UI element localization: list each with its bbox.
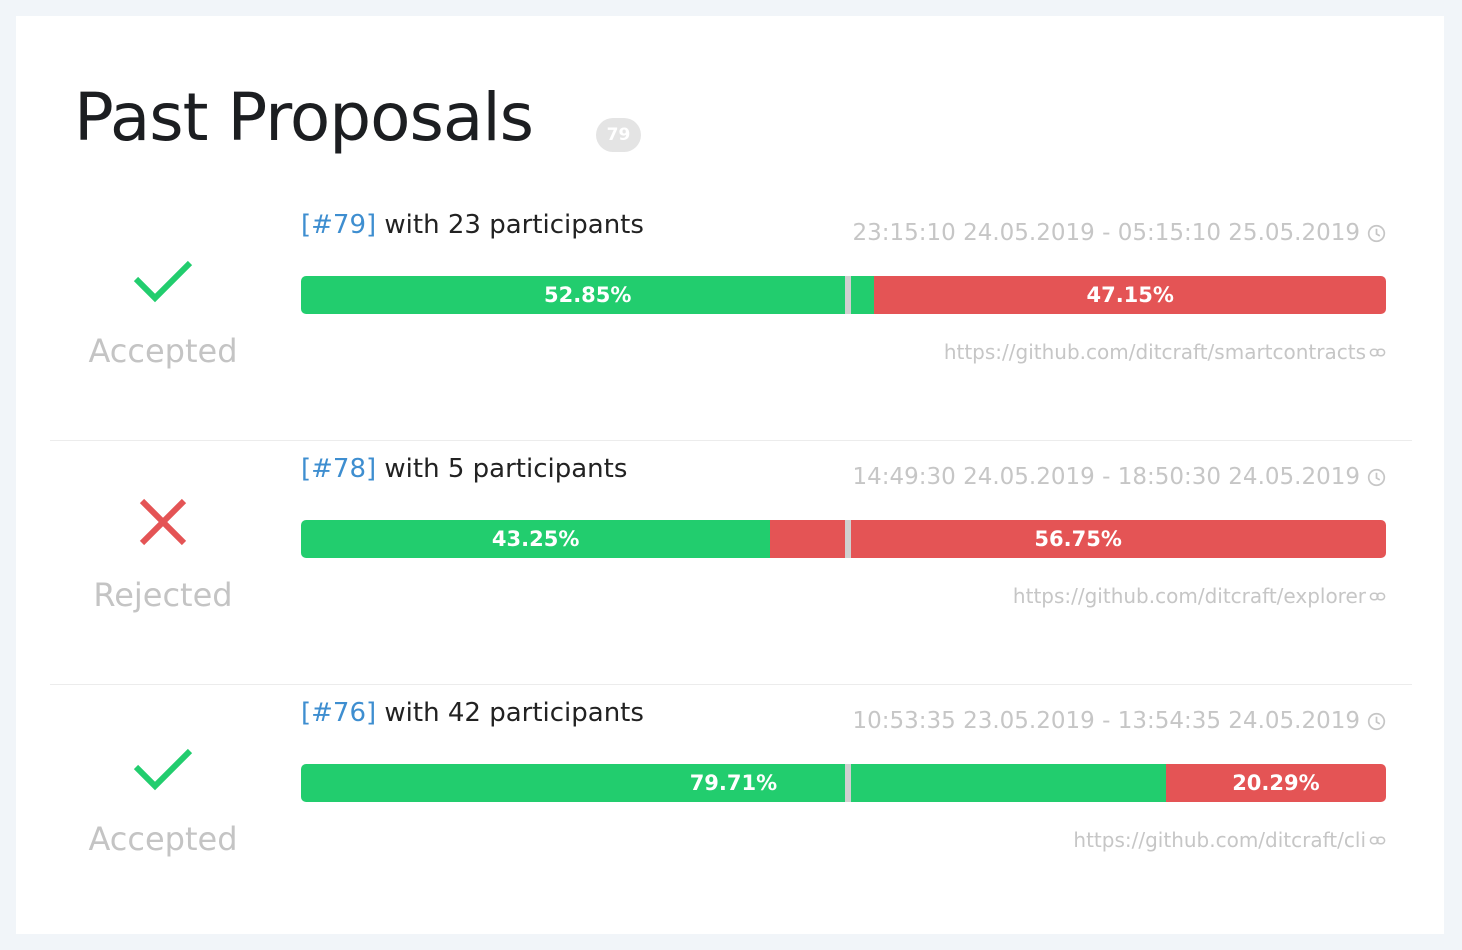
clock-icon bbox=[1367, 712, 1386, 730]
vote-no-segment: 20.29% bbox=[1165, 764, 1386, 802]
checkmark-icon bbox=[133, 260, 193, 303]
proposal-row: Accepted [#79] with 23 participants 23:1… bbox=[50, 196, 1412, 441]
vote-no-segment: 47.15% bbox=[874, 276, 1386, 314]
status-label: Rejected bbox=[93, 576, 233, 614]
repository-link-text[interactable]: https://github.com/ditcraft/cli bbox=[1073, 828, 1366, 852]
proposal-id-link[interactable]: [#78] bbox=[301, 454, 377, 484]
vote-bar: 79.71% 20.29% bbox=[301, 764, 1386, 802]
time-range: 14:49:30 24.05.2019 - 18:50:30 24.05.201… bbox=[852, 464, 1386, 490]
vote-yes-segment: 52.85% bbox=[301, 276, 875, 314]
repository-link[interactable]: https://github.com/ditcraft/explorer bbox=[1013, 584, 1386, 608]
vote-no-label: 56.75% bbox=[1034, 527, 1122, 551]
participants-text: with 42 participants bbox=[376, 698, 644, 728]
page-title: Past Proposals bbox=[74, 79, 534, 156]
time-range: 23:15:10 24.05.2019 - 05:15:10 25.05.201… bbox=[852, 220, 1386, 246]
clock-icon bbox=[1367, 224, 1386, 242]
proposal-row: Rejected [#78] with 5 participants 14:49… bbox=[50, 440, 1412, 685]
past-proposals-card: Past Proposals 79 Accepted [#79] with 23… bbox=[16, 16, 1444, 934]
time-range-text: 14:49:30 24.05.2019 - 18:50:30 24.05.201… bbox=[852, 464, 1360, 490]
proposal-heading: [#76] with 42 participants bbox=[301, 698, 644, 728]
vote-no-segment: 56.75% bbox=[770, 520, 1386, 558]
repository-link[interactable]: https://github.com/ditcraft/smartcontrac… bbox=[944, 340, 1386, 364]
vote-bar: 43.25% 56.75% bbox=[301, 520, 1386, 558]
participants-text: with 23 participants bbox=[376, 210, 644, 240]
time-range: 10:53:35 23.05.2019 - 13:54:35 24.05.201… bbox=[852, 708, 1386, 734]
status-label: Accepted bbox=[88, 820, 238, 858]
repository-link-text[interactable]: https://github.com/ditcraft/smartcontrac… bbox=[943, 340, 1366, 364]
checkmark-icon bbox=[133, 748, 193, 791]
vote-no-label: 20.29% bbox=[1232, 771, 1320, 795]
vote-yes-label: 79.71% bbox=[689, 771, 778, 795]
vote-yes-label: 43.25% bbox=[491, 527, 580, 551]
link-icon bbox=[1369, 591, 1386, 601]
link-icon bbox=[1369, 835, 1386, 845]
vote-yes-segment: 43.25% bbox=[301, 520, 771, 558]
threshold-marker bbox=[845, 764, 851, 802]
vote-bar: 52.85% 47.15% bbox=[301, 276, 1386, 314]
threshold-marker bbox=[845, 276, 851, 314]
vote-yes-label: 52.85% bbox=[543, 283, 632, 307]
time-range-text: 23:15:10 24.05.2019 - 05:15:10 25.05.201… bbox=[852, 220, 1360, 246]
repository-link[interactable]: https://github.com/ditcraft/cli bbox=[1073, 828, 1386, 852]
repository-link-text[interactable]: https://github.com/ditcraft/explorer bbox=[1012, 584, 1366, 608]
proposal-heading: [#78] with 5 participants bbox=[301, 454, 627, 484]
status-label: Accepted bbox=[88, 332, 238, 370]
vote-yes-segment: 79.71% bbox=[301, 764, 1166, 802]
threshold-marker bbox=[845, 520, 851, 558]
proposal-heading: [#79] with 23 participants bbox=[301, 210, 644, 240]
proposal-id-link[interactable]: [#79] bbox=[301, 210, 377, 240]
clock-icon bbox=[1367, 468, 1386, 486]
cross-icon bbox=[139, 498, 187, 546]
proposal-count-badge: 79 bbox=[596, 118, 641, 152]
time-range-text: 10:53:35 23.05.2019 - 13:54:35 24.05.201… bbox=[852, 708, 1360, 734]
link-icon bbox=[1369, 347, 1386, 357]
proposal-id-link[interactable]: [#76] bbox=[301, 698, 377, 728]
vote-no-label: 47.15% bbox=[1086, 283, 1174, 307]
proposal-row: Accepted [#76] with 42 participants 10:5… bbox=[50, 684, 1412, 928]
participants-text: with 5 participants bbox=[376, 454, 628, 484]
